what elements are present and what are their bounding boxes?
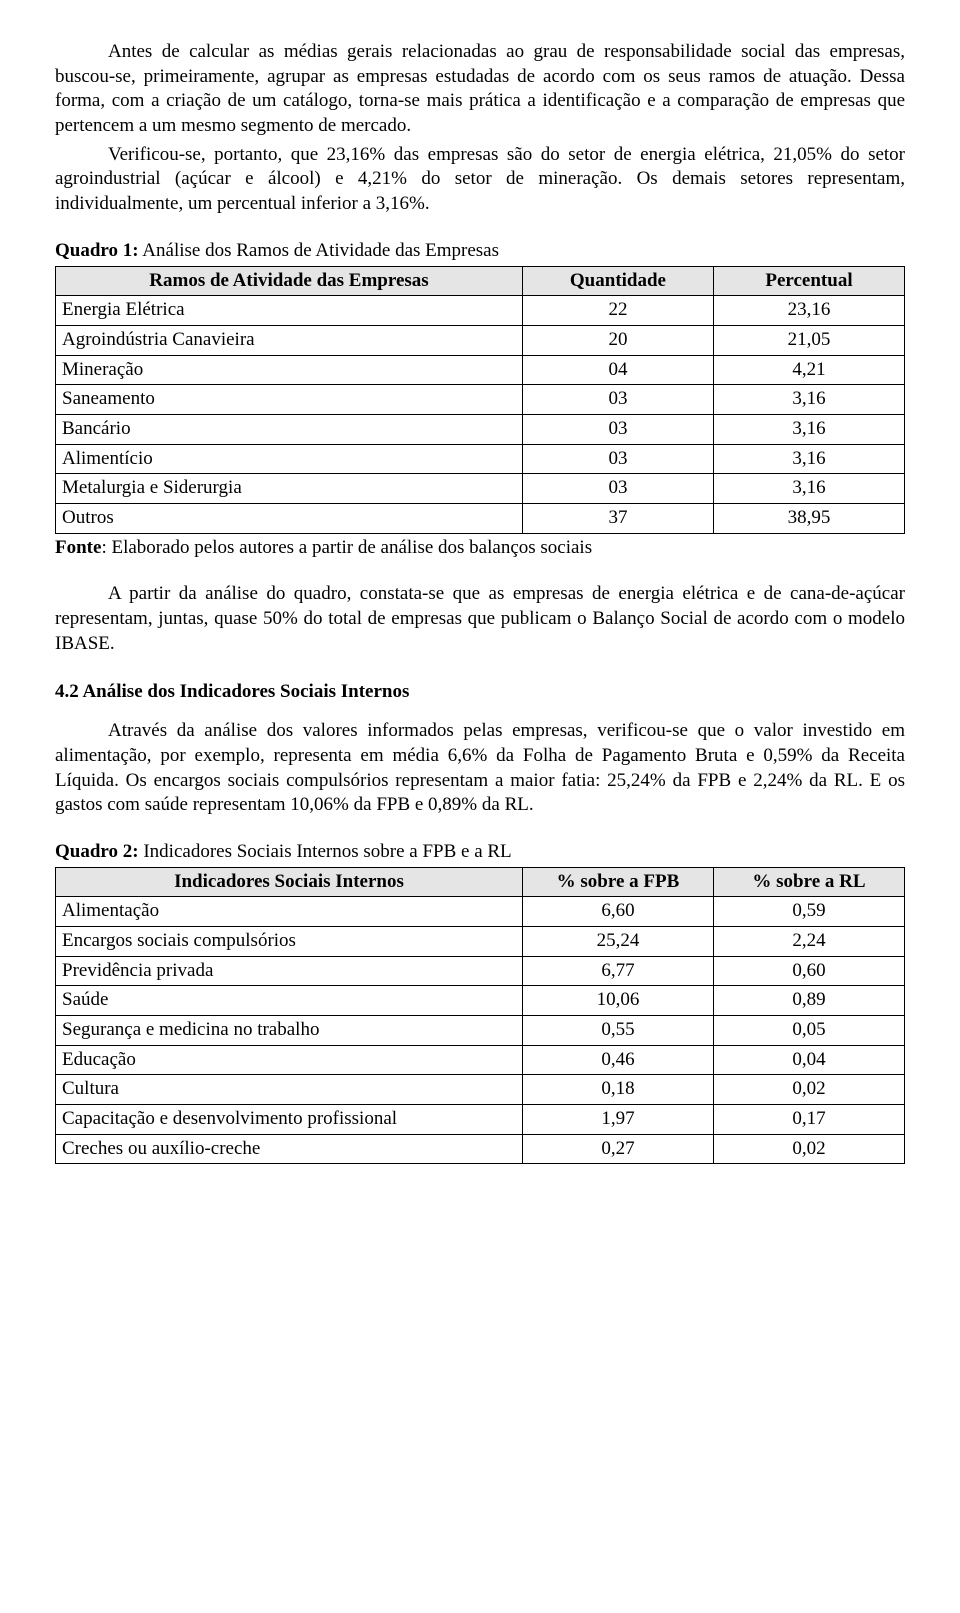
table-row: Saúde10,060,89 bbox=[56, 986, 905, 1016]
cell-label: Mineração bbox=[56, 355, 523, 385]
cell-value: 37 bbox=[522, 504, 713, 534]
table-row: Metalurgia e Siderurgia033,16 bbox=[56, 474, 905, 504]
q2-h2: % sobre a FPB bbox=[522, 867, 713, 897]
cell-label: Agroindústria Canavieira bbox=[56, 325, 523, 355]
cell-label: Metalurgia e Siderurgia bbox=[56, 474, 523, 504]
table-row: Saneamento033,16 bbox=[56, 385, 905, 415]
q1-h3: Percentual bbox=[713, 266, 904, 296]
paragraph-3: A partir da análise do quadro, constata-… bbox=[55, 582, 905, 656]
quadro1-table: Ramos de Atividade das Empresas Quantida… bbox=[55, 266, 905, 534]
cell-value: 3,16 bbox=[713, 414, 904, 444]
table-row: Energia Elétrica2223,16 bbox=[56, 296, 905, 326]
table-row: Creches ou auxílio-creche0,270,02 bbox=[56, 1134, 905, 1164]
cell-value: 3,16 bbox=[713, 444, 904, 474]
cell-value: 04 bbox=[522, 355, 713, 385]
cell-value: 4,21 bbox=[713, 355, 904, 385]
quadro2-caption-text: Indicadores Sociais Internos sobre a FPB… bbox=[139, 841, 512, 862]
table-row: Capacitação e desenvolvimento profission… bbox=[56, 1105, 905, 1135]
cell-value: 21,05 bbox=[713, 325, 904, 355]
quadro1-caption: Quadro 1: Análise dos Ramos de Atividade… bbox=[55, 239, 905, 264]
cell-value: 6,60 bbox=[522, 897, 713, 927]
q2-h3: % sobre a RL bbox=[713, 867, 904, 897]
paragraph-4: Através da análise dos valores informado… bbox=[55, 719, 905, 818]
cell-label: Outros bbox=[56, 504, 523, 534]
quadro1-caption-bold: Quadro 1: bbox=[55, 240, 139, 261]
cell-value: 25,24 bbox=[522, 926, 713, 956]
cell-value: 03 bbox=[522, 444, 713, 474]
table-row: Alimentação6,600,59 bbox=[56, 897, 905, 927]
table-row: Previdência privada6,770,60 bbox=[56, 956, 905, 986]
table-row: Bancário033,16 bbox=[56, 414, 905, 444]
quadro1-fonte: Fonte: Elaborado pelos autores a partir … bbox=[55, 536, 905, 561]
cell-value: 0,89 bbox=[713, 986, 904, 1016]
cell-label: Saúde bbox=[56, 986, 523, 1016]
cell-label: Educação bbox=[56, 1045, 523, 1075]
quadro1-caption-text: Análise dos Ramos de Atividade das Empre… bbox=[139, 240, 499, 261]
q2-h1: Indicadores Sociais Internos bbox=[56, 867, 523, 897]
table-row: Segurança e medicina no trabalho0,550,05 bbox=[56, 1016, 905, 1046]
cell-value: 03 bbox=[522, 474, 713, 504]
q1-h1: Ramos de Atividade das Empresas bbox=[56, 266, 523, 296]
cell-label: Creches ou auxílio-creche bbox=[56, 1134, 523, 1164]
cell-value: 6,77 bbox=[522, 956, 713, 986]
cell-value: 0,59 bbox=[713, 897, 904, 927]
cell-value: 0,04 bbox=[713, 1045, 904, 1075]
cell-value: 38,95 bbox=[713, 504, 904, 534]
cell-value: 03 bbox=[522, 414, 713, 444]
cell-value: 0,60 bbox=[713, 956, 904, 986]
cell-label: Previdência privada bbox=[56, 956, 523, 986]
cell-value: 0,17 bbox=[713, 1105, 904, 1135]
q1-h2: Quantidade bbox=[522, 266, 713, 296]
cell-label: Energia Elétrica bbox=[56, 296, 523, 326]
table-row: Mineração044,21 bbox=[56, 355, 905, 385]
table-header-row: Ramos de Atividade das Empresas Quantida… bbox=[56, 266, 905, 296]
cell-value: 0,18 bbox=[522, 1075, 713, 1105]
cell-label: Capacitação e desenvolvimento profission… bbox=[56, 1105, 523, 1135]
table-row: Agroindústria Canavieira2021,05 bbox=[56, 325, 905, 355]
cell-value: 0,02 bbox=[713, 1134, 904, 1164]
section-4-2-title: 4.2 Análise dos Indicadores Sociais Inte… bbox=[55, 680, 905, 705]
table-row: Cultura0,180,02 bbox=[56, 1075, 905, 1105]
table-row: Encargos sociais compulsórios25,242,24 bbox=[56, 926, 905, 956]
cell-label: Alimentício bbox=[56, 444, 523, 474]
cell-value: 0,55 bbox=[522, 1016, 713, 1046]
cell-label: Saneamento bbox=[56, 385, 523, 415]
cell-label: Alimentação bbox=[56, 897, 523, 927]
cell-label: Bancário bbox=[56, 414, 523, 444]
cell-value: 0,05 bbox=[713, 1016, 904, 1046]
cell-label: Encargos sociais compulsórios bbox=[56, 926, 523, 956]
quadro2-caption-bold: Quadro 2: bbox=[55, 841, 139, 862]
cell-value: 10,06 bbox=[522, 986, 713, 1016]
fonte-bold: Fonte bbox=[55, 537, 101, 558]
table-row: Educação0,460,04 bbox=[56, 1045, 905, 1075]
table-row: Alimentício033,16 bbox=[56, 444, 905, 474]
cell-value: 3,16 bbox=[713, 385, 904, 415]
cell-value: 22 bbox=[522, 296, 713, 326]
cell-value: 2,24 bbox=[713, 926, 904, 956]
cell-value: 03 bbox=[522, 385, 713, 415]
paragraph-1: Antes de calcular as médias gerais relac… bbox=[55, 40, 905, 139]
quadro2-caption: Quadro 2: Indicadores Sociais Internos s… bbox=[55, 840, 905, 865]
table-row: Outros3738,95 bbox=[56, 504, 905, 534]
cell-value: 3,16 bbox=[713, 474, 904, 504]
cell-value: 20 bbox=[522, 325, 713, 355]
quadro2-table: Indicadores Sociais Internos % sobre a F… bbox=[55, 867, 905, 1165]
cell-value: 0,02 bbox=[713, 1075, 904, 1105]
cell-value: 0,46 bbox=[522, 1045, 713, 1075]
cell-value: 1,97 bbox=[522, 1105, 713, 1135]
cell-label: Segurança e medicina no trabalho bbox=[56, 1016, 523, 1046]
fonte-text: : Elaborado pelos autores a partir de an… bbox=[101, 537, 592, 558]
cell-value: 23,16 bbox=[713, 296, 904, 326]
table-header-row: Indicadores Sociais Internos % sobre a F… bbox=[56, 867, 905, 897]
paragraph-2: Verificou-se, portanto, que 23,16% das e… bbox=[55, 143, 905, 217]
cell-label: Cultura bbox=[56, 1075, 523, 1105]
cell-value: 0,27 bbox=[522, 1134, 713, 1164]
